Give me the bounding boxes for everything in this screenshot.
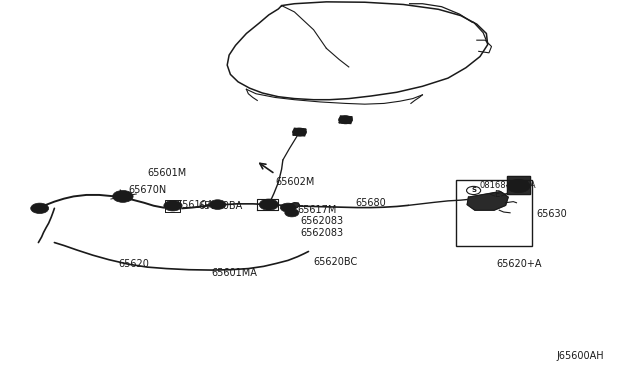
Polygon shape xyxy=(293,128,306,136)
Circle shape xyxy=(164,201,182,211)
Text: 65620: 65620 xyxy=(118,259,149,269)
Polygon shape xyxy=(165,200,180,212)
Circle shape xyxy=(339,116,353,124)
Text: 65620BA: 65620BA xyxy=(198,202,243,211)
Text: 65601M: 65601M xyxy=(147,168,186,178)
Circle shape xyxy=(285,209,299,217)
Circle shape xyxy=(209,200,226,209)
Polygon shape xyxy=(339,116,352,124)
Circle shape xyxy=(113,190,133,202)
Text: 65601MA: 65601MA xyxy=(211,269,257,278)
Circle shape xyxy=(292,128,307,136)
Polygon shape xyxy=(467,192,508,210)
Circle shape xyxy=(31,203,49,214)
Text: 65617M: 65617M xyxy=(298,205,337,215)
Text: J65600AH: J65600AH xyxy=(557,352,604,361)
Polygon shape xyxy=(507,176,530,194)
Circle shape xyxy=(507,179,530,193)
Text: 65610A: 65610A xyxy=(176,200,213,209)
Circle shape xyxy=(259,199,278,210)
Text: <E>: <E> xyxy=(488,190,507,199)
Text: 65670N: 65670N xyxy=(128,185,166,195)
Text: 65620+A: 65620+A xyxy=(496,259,541,269)
Text: 65680: 65680 xyxy=(355,198,386,208)
Text: 65620BC: 65620BC xyxy=(314,257,358,267)
Text: 65630: 65630 xyxy=(536,209,567,219)
Polygon shape xyxy=(288,203,300,209)
Text: 08168-6161A: 08168-6161A xyxy=(480,182,536,190)
Text: 6562083: 6562083 xyxy=(301,228,344,237)
Bar xyxy=(456,180,532,246)
Circle shape xyxy=(280,203,296,212)
Text: S: S xyxy=(471,187,476,193)
Text: 6562083: 6562083 xyxy=(301,217,344,226)
Text: 65602M: 65602M xyxy=(275,177,315,187)
